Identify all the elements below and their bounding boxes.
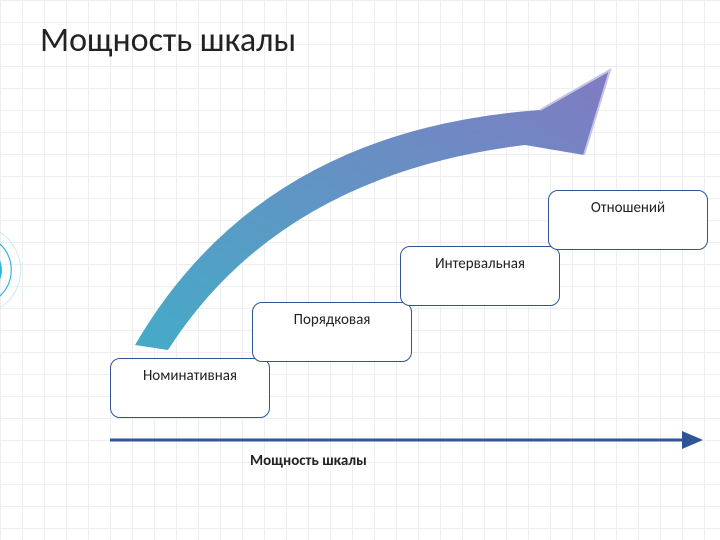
axis-label: Мощность шкалы <box>250 452 367 470</box>
